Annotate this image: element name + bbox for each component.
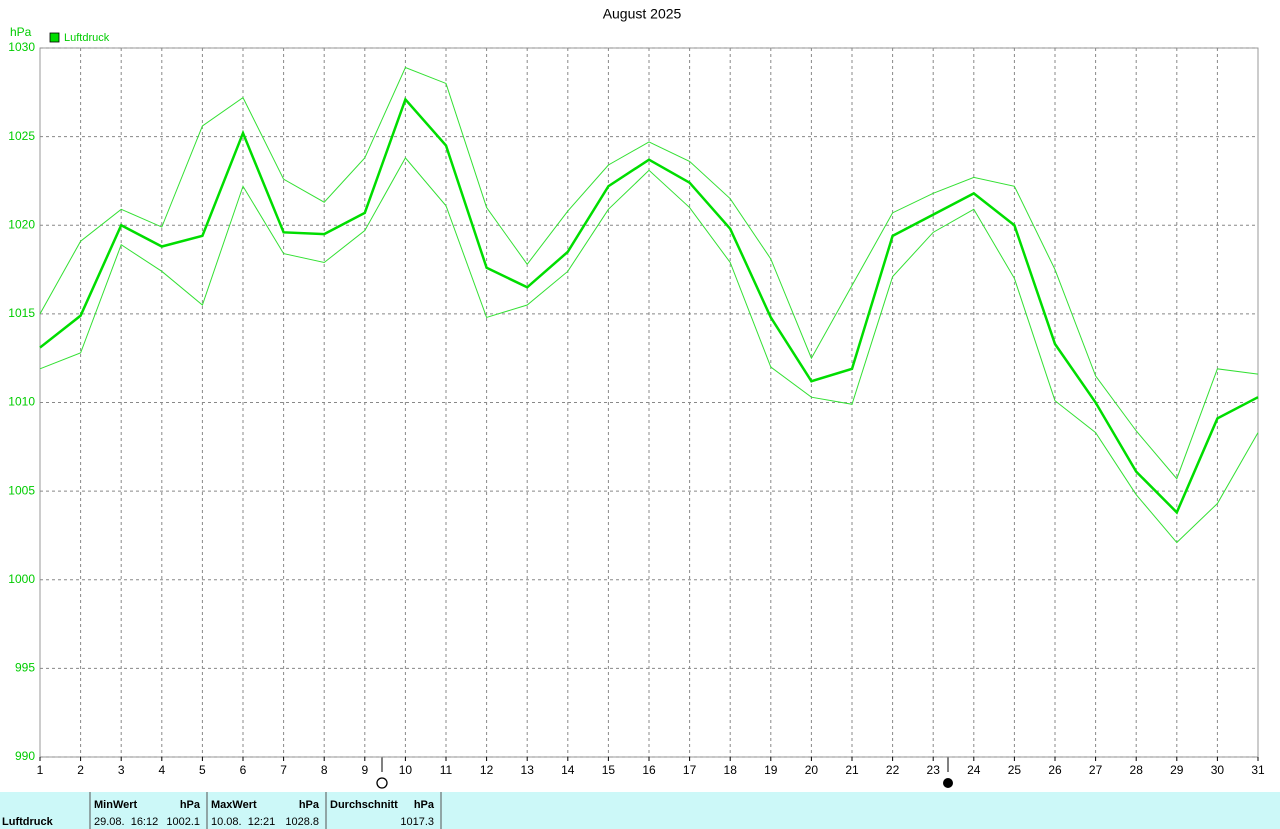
y-tick-label: 990: [15, 749, 35, 763]
x-tick-label: 6: [240, 763, 247, 777]
x-tick-label: 5: [199, 763, 206, 777]
x-tick-label: 20: [805, 763, 819, 777]
series-line: [39, 157, 1259, 544]
x-tick-label: 10: [399, 763, 413, 777]
x-tick-label: 16: [642, 763, 656, 777]
column-time: 29.08. 16:12: [94, 816, 158, 828]
column-value: 1017.3: [400, 816, 434, 828]
chart-title: August 2025: [603, 6, 682, 22]
row-label: Luftdruck: [2, 816, 54, 828]
x-tick-label: 7: [280, 763, 287, 777]
x-tick-label: 18: [724, 763, 738, 777]
column-time: 10.08. 12:21: [211, 816, 275, 828]
x-tick-label: 26: [1048, 763, 1062, 777]
y-tick-label: 1005: [8, 483, 35, 497]
column-value: 1002.1: [166, 816, 200, 828]
x-tick-label: 11: [440, 763, 453, 777]
column-value: 1028.8: [285, 816, 319, 828]
new-moon-icon: [943, 778, 953, 788]
y-tick-label: 995: [15, 661, 35, 675]
x-tick-label: 24: [967, 763, 981, 777]
y-tick-label: 1000: [8, 572, 35, 586]
column-title: MinWert: [94, 799, 138, 811]
x-tick-label: 21: [845, 763, 859, 777]
x-tick-label: 30: [1211, 763, 1225, 777]
x-tick-label: 28: [1130, 763, 1144, 777]
x-tick-label: 14: [561, 763, 575, 777]
x-tick-label: 31: [1251, 763, 1265, 777]
y-tick-label: 1020: [8, 217, 35, 231]
x-tick-label: 25: [1008, 763, 1022, 777]
x-tick-label: 23: [927, 763, 941, 777]
summary-table: Luftdruck MinWert hPa 29.08. 16:12 1002.1 Max…: [2, 792, 442, 829]
y-tick-label: 1010: [8, 395, 35, 409]
y-tick-label: 1015: [8, 306, 35, 320]
x-tick-label: 9: [361, 763, 368, 777]
legend-label: Luftdruck: [64, 32, 110, 44]
x-tick-label: 22: [886, 763, 900, 777]
column-unit: hPa: [180, 799, 201, 811]
x-tick-label: 19: [764, 763, 778, 777]
x-tick-label: 17: [683, 763, 697, 777]
x-tick-label: 2: [77, 763, 84, 777]
x-tick-label: 13: [521, 763, 535, 777]
column-title: MaxWert: [211, 799, 257, 811]
x-tick-label: 1: [37, 763, 44, 777]
summary-background: [0, 792, 1280, 829]
x-tick-label: 4: [158, 763, 165, 777]
full-moon-icon: [376, 777, 388, 789]
x-tick-label: 15: [602, 763, 616, 777]
column-unit: hPa: [299, 799, 320, 811]
x-tick-label: 12: [480, 763, 494, 777]
x-tick-label: 8: [321, 763, 328, 777]
series-line: [39, 96, 1259, 515]
y-tick-label: 1025: [8, 129, 35, 143]
x-tick-label: 3: [118, 763, 125, 777]
legend-swatch: [49, 32, 60, 43]
column-title: Durchschnitt: [330, 799, 398, 811]
series-line: [39, 66, 1259, 480]
x-tick-label: 27: [1089, 763, 1103, 777]
y-tick-label: 1030: [8, 40, 35, 54]
x-tick-label: 29: [1170, 763, 1184, 777]
y-axis-label: hPa: [10, 25, 32, 39]
column-unit: hPa: [414, 799, 435, 811]
